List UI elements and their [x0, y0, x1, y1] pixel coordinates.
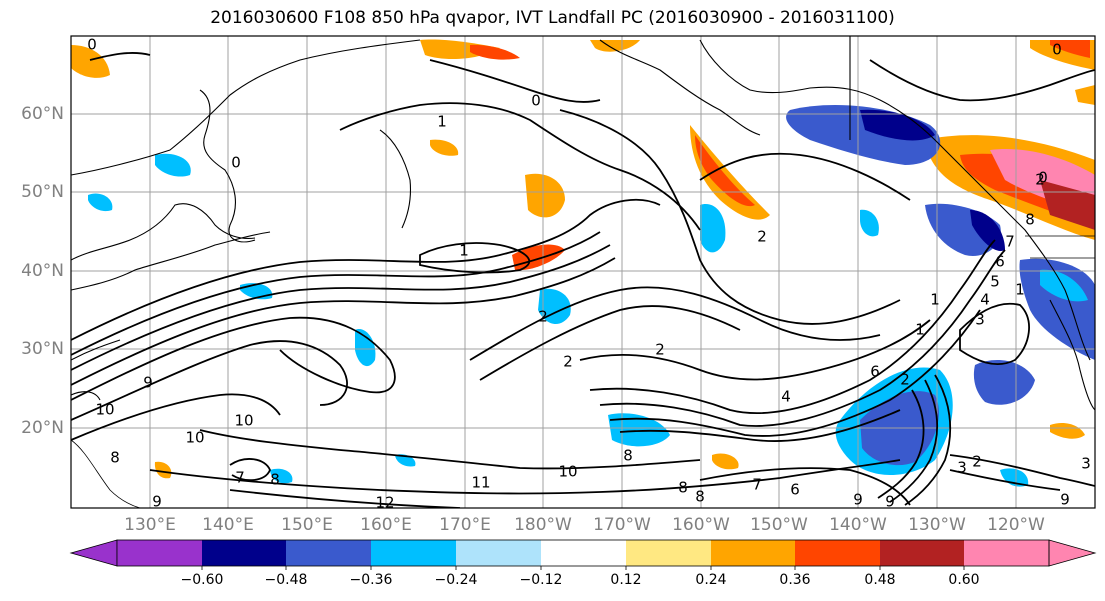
lat-label: 50°N: [21, 182, 64, 202]
contour-label: 5: [990, 272, 1000, 291]
contour-label: 1: [437, 112, 447, 131]
coastlines: [71, 36, 1095, 508]
contour-label: 9: [885, 492, 895, 511]
colorbar-tick-label: 0.48: [864, 572, 896, 588]
contour-lines: [71, 52, 1095, 508]
contour-label: 2: [900, 370, 910, 389]
contour-label: 12: [375, 493, 395, 512]
contour-label: 10: [234, 411, 254, 430]
map-frame: [70, 35, 1096, 509]
lon-label: 130°W: [908, 515, 966, 535]
contour-label: 7: [1005, 232, 1015, 251]
colorbar-tick-label: −0.60: [180, 572, 224, 588]
contour-label: 6: [870, 362, 880, 381]
lon-label: 150°W: [750, 515, 808, 535]
contour-label: 10: [185, 428, 205, 447]
contour-label: 8: [623, 446, 633, 465]
contour-label: 8: [270, 470, 280, 489]
contour-label: 3: [957, 458, 967, 477]
lat-label: 20°N: [21, 418, 64, 438]
contour-label: 0: [1038, 168, 1048, 187]
colorbar: [69, 539, 1097, 570]
contour-label: 1: [459, 241, 469, 260]
lon-label: 170°E: [439, 515, 491, 535]
contour-label: 10: [95, 400, 115, 419]
contour-label: 9: [152, 492, 162, 511]
map-plot-area: [71, 36, 1095, 508]
colorbar-tick-label: −0.48: [264, 572, 308, 588]
lat-label: 40°N: [21, 261, 64, 281]
colorbar-tick-label: −0.24: [434, 572, 478, 588]
contour-label: 9: [853, 490, 863, 509]
contour-label: 8: [1025, 210, 1035, 229]
lon-label: 140°E: [202, 515, 254, 535]
contour-label: 2: [563, 352, 573, 371]
contour-label: 0: [1052, 40, 1062, 59]
contour-label: 8: [695, 487, 705, 506]
contour-label: 1: [1015, 280, 1025, 299]
contour-label: 8: [110, 448, 120, 467]
contour-label: 2: [538, 307, 548, 326]
lon-label: 150°E: [281, 515, 333, 535]
contour-label: 7: [752, 475, 762, 494]
lon-label: 160°W: [672, 515, 730, 535]
colorbar-tick-label: −0.12: [519, 572, 563, 588]
colorbar-tick-label: 0.60: [948, 572, 980, 588]
contour-label: 9: [1060, 490, 1070, 509]
contour-label: 3: [1081, 454, 1091, 473]
contour-label: 8: [678, 478, 688, 497]
contour-label: 0: [87, 35, 97, 54]
contour-label: 6: [995, 252, 1005, 271]
lon-label: 130°E: [124, 515, 176, 535]
colorbar-tick-label: 0.24: [695, 572, 727, 588]
contour-label: 1: [915, 320, 925, 339]
lon-label: 180°W: [514, 515, 572, 535]
contour-label: 3: [975, 310, 985, 329]
lon-label: 120°W: [987, 515, 1045, 535]
contour-label: 4: [980, 290, 990, 309]
contour-label: 7: [235, 468, 245, 487]
lat-label: 30°N: [21, 339, 64, 359]
lon-label: 160°E: [360, 515, 412, 535]
map-title: 2016030600 F108 850 hPa qvapor, IVT Land…: [210, 8, 895, 28]
lat-label: 60°N: [21, 104, 64, 124]
contour-label: 6: [790, 480, 800, 499]
contour-label: 11: [471, 473, 491, 492]
lon-label: 170°W: [593, 515, 651, 535]
colorbar-tick-label: 0.12: [610, 572, 642, 588]
contour-label: 10: [558, 462, 578, 481]
colorbar-tick-label: 0.36: [779, 572, 811, 588]
contour-label: 2: [655, 340, 665, 359]
contour-label: 2: [972, 452, 982, 471]
lon-label: 140°W: [829, 515, 887, 535]
shaded-field-layer: [71, 39, 1095, 487]
contour-label: 2: [757, 227, 767, 246]
contour-label: 0: [531, 91, 541, 110]
contour-label: 1: [930, 290, 940, 309]
contour-label: 2: [1035, 170, 1045, 189]
colorbar-tick-label: −0.36: [349, 572, 393, 588]
contour-label: 4: [781, 387, 791, 406]
contour-label: 0: [231, 153, 241, 172]
contour-label: 9: [143, 373, 153, 392]
